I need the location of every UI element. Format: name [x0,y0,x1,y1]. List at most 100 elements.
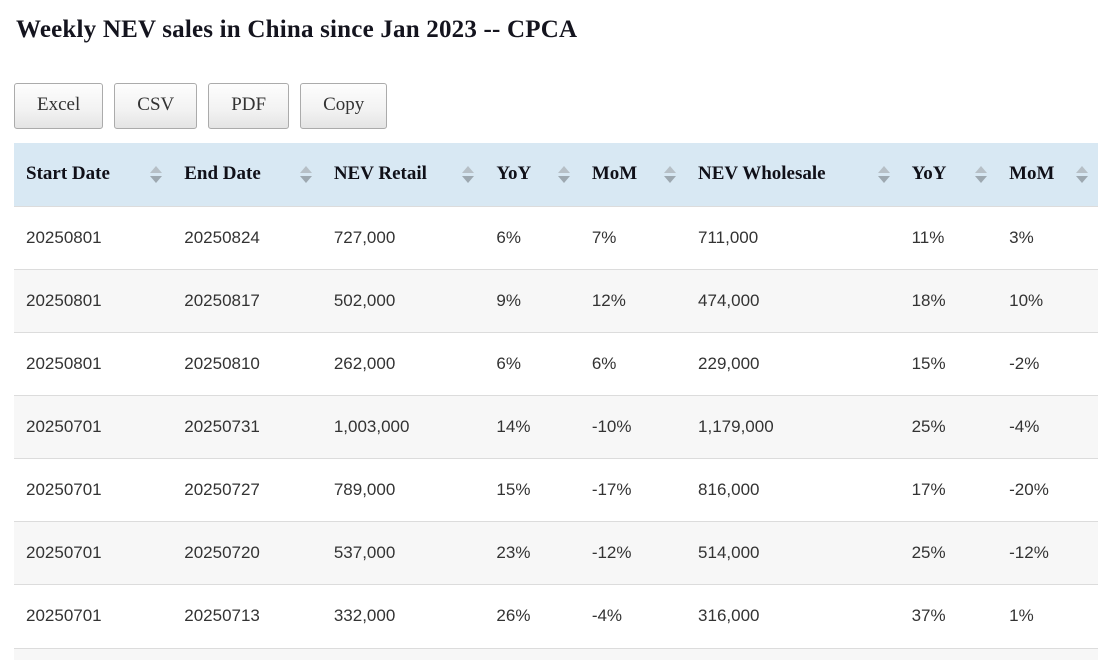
table-cell: 20250727 [184,480,260,500]
sort-arrows-icon [462,165,475,183]
table-cell: 7% [591,228,617,248]
header-cell-inner: YoY [496,163,570,185]
table-cell: 20250701 [26,606,102,626]
header-cell-inner: MoM [1009,163,1088,185]
sort-desc-icon [150,175,163,183]
table-cell: 6% [496,354,521,374]
header-cell-inner: NEV Retail [334,163,475,185]
column-header-label: YoY [496,163,532,185]
table-cell: 15% [496,480,531,500]
column-header-wholesale-mom[interactable]: MoM [997,142,1098,207]
table-cell: 20250701 [26,480,102,500]
sort-arrows-icon [664,165,677,183]
table-cell: 18% [911,291,946,311]
column-header-wholesale-yoy[interactable]: YoY [899,142,998,207]
table-cell: 6% [591,354,617,374]
table-row: 20250701 20250720 537,000 23% -12% 514,000 25%… [14,521,1098,585]
column-header-nev-retail[interactable]: NEV Retail [321,142,485,207]
sort-asc-icon [299,165,312,173]
sort-arrows-icon [975,165,988,183]
table-cell: 789,000 [333,480,396,500]
table-header: Start Date End Date NEV Retail [14,142,1098,207]
table-cell: 332,000 [333,606,396,626]
column-header-label: YoY [911,163,947,185]
table-cell: 1,179,000 [698,417,774,437]
sort-asc-icon [975,165,988,173]
header-cell-inner: Start Date [26,163,163,185]
sort-arrows-icon [299,165,312,183]
table-cell: 816,000 [698,480,760,500]
column-header-start-date[interactable]: Start Date [14,142,173,207]
sort-arrows-icon [1076,165,1088,183]
table-cell: 37% [911,606,946,626]
column-header-label: MoM [1009,163,1055,185]
table-cell: 17% [911,480,946,500]
table-cell: 1,003,000 [333,417,410,437]
sort-asc-icon [150,165,163,173]
sort-asc-icon [877,165,890,173]
table-cell: -12% [591,543,632,563]
table-cell: -20% [1009,480,1049,500]
table-cell: 727,000 [333,228,396,248]
sort-asc-icon [664,165,677,173]
header-cell-inner: NEV Wholesale [698,163,890,185]
table-cell: 20250801 [26,291,102,311]
sort-asc-icon [462,165,475,173]
table-cell: -17% [591,480,632,500]
sort-desc-icon [557,175,570,183]
table-row: 20250701 20250731 1,003,000 14% -10% 1,179,00… [14,395,1098,459]
table-cell: 20250701 [26,543,102,563]
header-cell-inner: MoM [592,163,677,185]
table-cell: -2% [1009,354,1040,374]
table-cell: 11% [911,228,945,248]
table-cell: 6% [496,228,521,248]
pdf-button[interactable]: PDF [208,82,290,129]
table-row: 20250701 20250727 789,000 15% -17% 816,000 17%… [14,458,1098,522]
table-row: 20250801 20250824 727,000 6% 7% 711,000 11% 3% [14,206,1098,270]
sort-desc-icon [1076,175,1088,183]
sort-asc-icon [1076,165,1088,173]
column-header-end-date[interactable]: End Date [172,142,322,207]
table-cell: 25% [911,543,946,563]
table-cell: 711,000 [698,228,759,248]
table-row: 20250801 20250810 262,000 6% 6% 229,000 15% -2% [14,332,1098,396]
sort-asc-icon [557,165,570,173]
column-header-label: NEV Retail [333,163,427,185]
table-cell: 502,000 [333,291,396,311]
sort-arrows-icon [150,165,163,183]
table-cell: 14% [496,417,531,437]
column-header-nev-wholesale[interactable]: NEV Wholesale [686,142,900,207]
sort-desc-icon [664,175,677,183]
table-cell: 20250720 [184,543,260,563]
nev-sales-table: Start Date End Date NEV Retail [14,142,1098,648]
table-body: 20250801 20250824 727,000 6% 7% 711,000 11% 3% 2… [14,206,1098,648]
partial-next-row [14,647,1098,660]
table-cell: 537,000 [333,543,396,563]
table-cell: 20250810 [184,354,260,374]
export-toolbar: Excel CSV PDF Copy [14,82,1098,129]
column-header-retail-yoy[interactable]: YoY [484,142,580,207]
page-title: Weekly NEV sales in China since Jan 2023… [16,16,578,43]
table-row: 20250701 20250713 332,000 26% -4% 316,000 37% 1… [14,584,1098,648]
csv-button[interactable]: CSV [114,82,198,129]
table-cell: -4% [591,606,623,626]
sort-desc-icon [877,175,890,183]
table-cell: 23% [496,543,531,563]
copy-button[interactable]: Copy [300,82,388,129]
table-cell: 26% [496,606,531,626]
table-cell: -12% [1009,543,1049,563]
sort-arrows-icon [877,165,890,183]
table-cell: 20250801 [26,354,102,374]
column-header-retail-mom[interactable]: MoM [579,142,687,207]
sort-desc-icon [975,175,988,183]
table-wrap: Start Date End Date NEV Retail [14,142,1098,660]
excel-button[interactable]: Excel [14,82,104,129]
table-cell: 262,000 [333,354,396,374]
table-cell: 3% [1009,228,1034,248]
sort-desc-icon [299,175,312,183]
table-cell: 9% [496,291,521,311]
table-cell: 20250817 [184,291,260,311]
table-row: 20250801 20250817 502,000 9% 12% 474,000 18% 10… [14,269,1098,333]
table-cell: 15% [911,354,946,374]
